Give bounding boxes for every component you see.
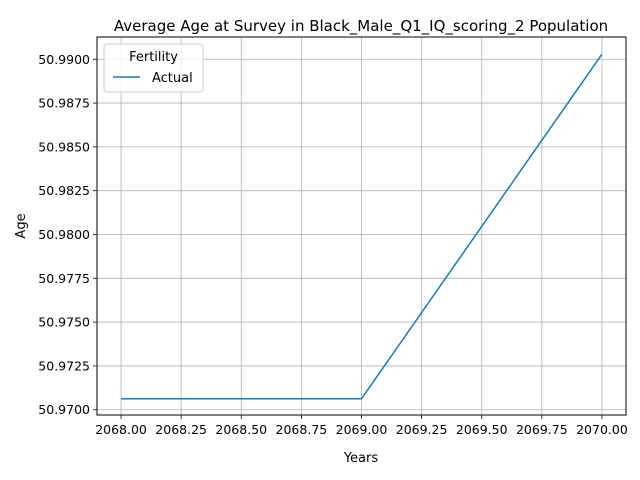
y-tick-label: 50.9775 xyxy=(38,271,90,286)
y-tick-label: 50.9850 xyxy=(38,139,90,154)
grid-lines xyxy=(97,37,626,415)
x-tick-label: 2068.25 xyxy=(155,422,207,437)
y-axis-ticks: 50.9700 50.9725 50.9750 50.9775 50.9800 50.98… xyxy=(38,52,97,417)
x-axis-label: Years xyxy=(343,451,379,466)
chart-title: Average Age at Survey in Black_Male_Q1_I… xyxy=(114,17,608,36)
legend-label-actual: Actual xyxy=(152,71,193,86)
y-axis-label: Age xyxy=(14,213,29,238)
series-group xyxy=(121,53,603,400)
x-tick-label: 2069.75 xyxy=(516,422,568,437)
x-tick-label: 2068.50 xyxy=(215,422,267,437)
x-tick-label: 2069.25 xyxy=(396,422,448,437)
y-tick-label: 50.9875 xyxy=(38,96,90,111)
x-axis-ticks: 2068.00 2068.25 2068.50 2068.75 2069.00 2069.… xyxy=(95,415,628,437)
x-tick-label: 2068.75 xyxy=(276,422,328,437)
y-tick-label: 50.9900 xyxy=(38,52,90,67)
y-tick-label: 50.9825 xyxy=(38,183,90,198)
y-tick-label: 50.9700 xyxy=(38,402,90,417)
y-tick-label: 50.9800 xyxy=(38,227,90,242)
legend-title: Fertility xyxy=(129,50,178,65)
y-tick-label: 50.9725 xyxy=(38,358,90,373)
x-tick-label: 2069.00 xyxy=(336,422,388,437)
x-tick-label: 2068.00 xyxy=(95,422,147,437)
legend: Fertility Actual xyxy=(103,43,204,93)
series-line-actual xyxy=(121,53,603,400)
x-tick-label: 2069.50 xyxy=(456,422,508,437)
legend-box xyxy=(103,43,204,93)
y-tick-label: 50.9750 xyxy=(38,315,90,330)
x-tick-label: 2070.00 xyxy=(576,422,628,437)
